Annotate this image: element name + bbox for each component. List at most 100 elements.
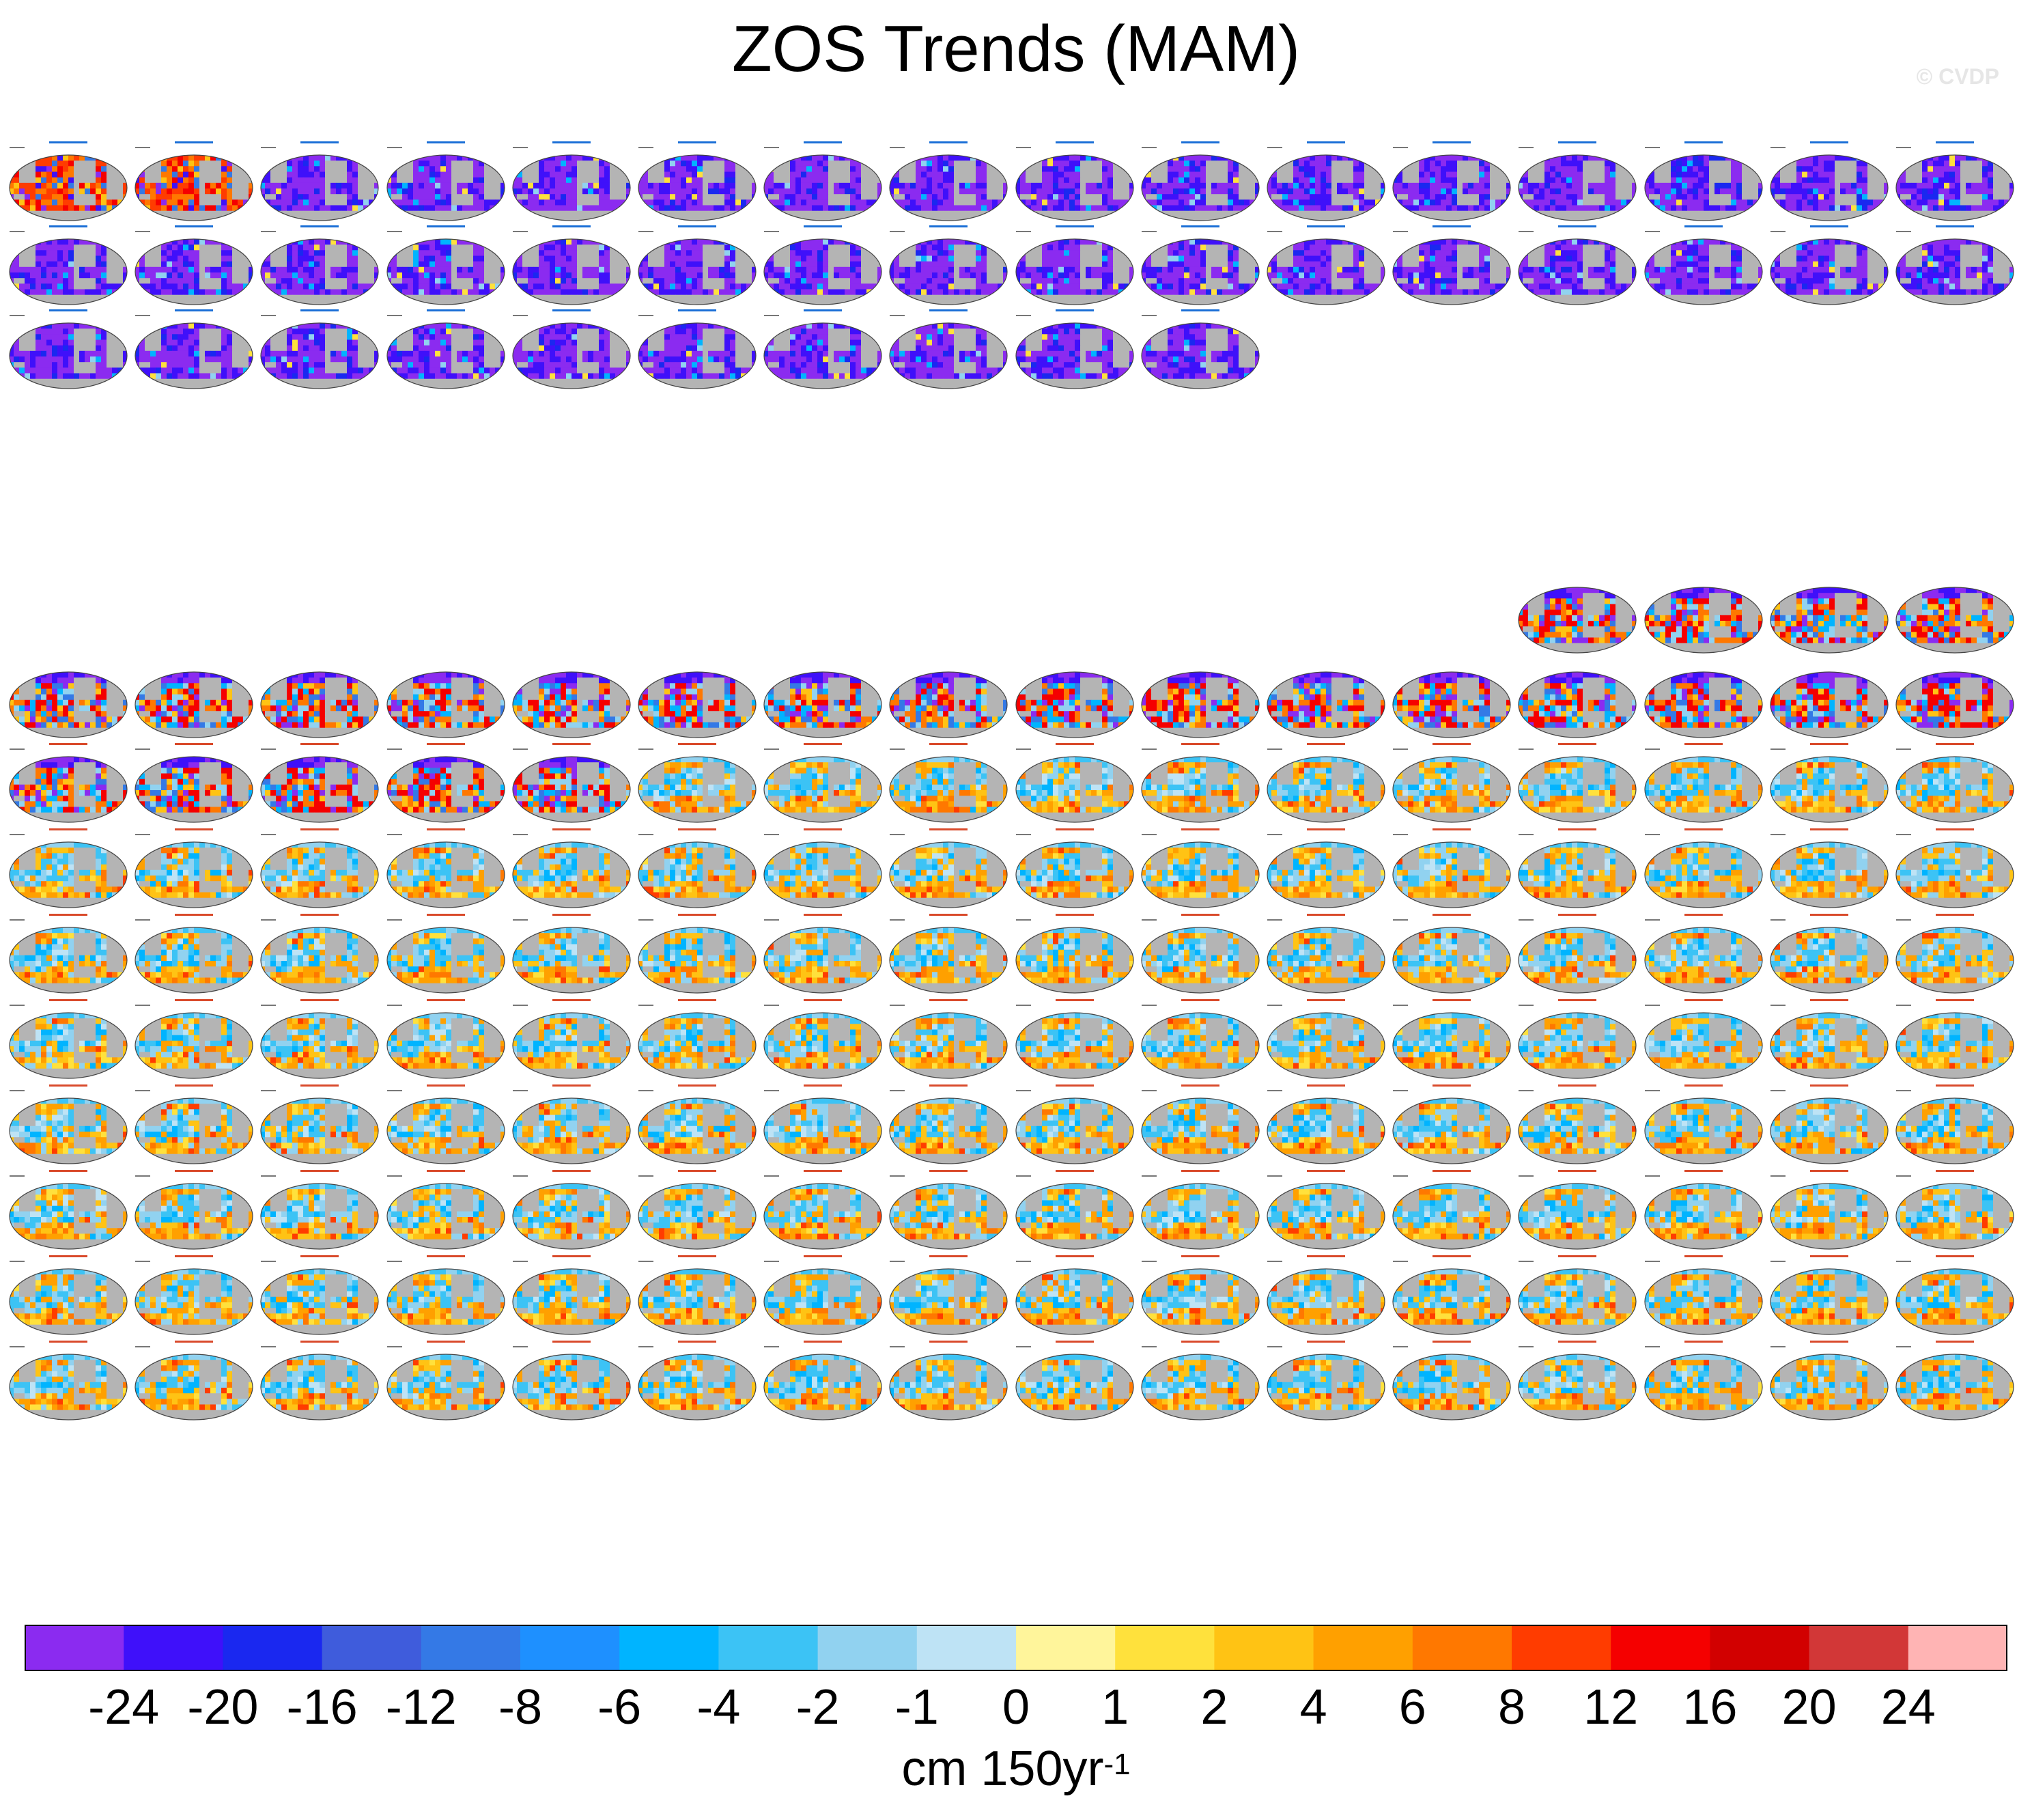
map-panel [1141, 309, 1260, 389]
map-panel [135, 914, 253, 994]
map-panel [260, 999, 379, 1079]
map-panel [9, 1255, 128, 1335]
map-panel [1141, 141, 1260, 221]
figure-title: ZOS Trends (MAM) [0, 8, 2032, 90]
map-panel [889, 1170, 1008, 1250]
map-panel [1518, 1341, 1637, 1420]
map-panel [135, 828, 253, 908]
map-panel [1643, 225, 1763, 305]
map-panel [889, 309, 1008, 389]
map-panel [1015, 1084, 1134, 1164]
colorbar-tick-label: 6 [1399, 1673, 1426, 1741]
map-panel [260, 828, 379, 908]
map-panel [135, 1084, 253, 1164]
colorbar-swatch [1214, 1625, 1314, 1671]
map-panel [386, 914, 505, 994]
map-panel [1770, 1341, 1889, 1420]
colorbar-tick-label: 4 [1300, 1673, 1327, 1741]
map-panel [889, 743, 1008, 823]
map-panel [386, 743, 505, 823]
map-panel [1392, 225, 1511, 305]
colorbar-tick-label: -2 [796, 1673, 840, 1741]
colorbar-swatch [1908, 1625, 2007, 1671]
map-panel [135, 1341, 253, 1420]
map-panel [1392, 743, 1511, 823]
map-panel [638, 141, 757, 221]
map-panel [1141, 1341, 1260, 1420]
map-panel [638, 671, 757, 738]
map-panel [763, 1084, 882, 1164]
map-panel [1770, 999, 1889, 1079]
map-panel [763, 309, 882, 389]
map-panel [1518, 225, 1637, 305]
colorbar-swatch [1710, 1625, 1810, 1671]
colorbar-tick-label: -12 [386, 1673, 457, 1741]
map-panel [1141, 225, 1260, 305]
map-panel [512, 743, 631, 823]
map-panel [135, 1255, 253, 1335]
map-panel [1392, 828, 1511, 908]
colorbar-tick-label: 0 [1002, 1673, 1030, 1741]
map-panel [1392, 1084, 1511, 1164]
map-panel [386, 1341, 505, 1420]
map-panel [889, 1084, 1008, 1164]
colorbar-tick-labels: -24 -20 -16 -12 -8 -6 -4 -2 -1 0 1 2 4 6 8 12 16 20 24 [0, 1673, 2032, 1741]
colorbar-tick-label: 1 [1101, 1673, 1129, 1741]
map-panel [1770, 828, 1889, 908]
map-panel [1518, 914, 1637, 994]
map-panel [1267, 743, 1385, 823]
map-panel [1141, 914, 1260, 994]
map-panel [1770, 587, 1889, 654]
map-panel [638, 999, 757, 1079]
map-panel [135, 225, 253, 305]
map-panel [1392, 1341, 1511, 1420]
colorbar-swatch [1512, 1625, 1611, 1671]
map-panel [386, 1170, 505, 1250]
map-panel [1015, 309, 1134, 389]
colorbar-units: cm 150yr-1 [0, 1735, 2032, 1803]
map-panel [1643, 743, 1763, 823]
map-panel [1015, 141, 1134, 221]
map-panel [135, 743, 253, 823]
map-panel [1392, 999, 1511, 1079]
colorbar-swatch [916, 1625, 1017, 1671]
map-panel [9, 141, 128, 221]
map-panel [1643, 141, 1763, 221]
colorbar-swatch [1809, 1625, 1909, 1671]
map-panel [1518, 1084, 1637, 1164]
map-panel [763, 743, 882, 823]
map-panel [1518, 141, 1637, 221]
map-panel [512, 914, 631, 994]
map-panel [1015, 999, 1134, 1079]
map-panel [763, 671, 882, 738]
colorbar-swatch [223, 1625, 323, 1671]
map-panel [260, 914, 379, 994]
map-panel [638, 1255, 757, 1335]
map-panel [1643, 1170, 1763, 1250]
map-panel [889, 914, 1008, 994]
map-panel [763, 141, 882, 221]
map-panel [763, 999, 882, 1079]
map-panel [1518, 671, 1637, 738]
colorbar-swatch [421, 1625, 521, 1671]
map-panel [638, 309, 757, 389]
colorbar-tick-label: 24 [1881, 1673, 1936, 1741]
map-panel [386, 1084, 505, 1164]
map-panel [889, 671, 1008, 738]
map-panel [135, 141, 253, 221]
map-panel [260, 1341, 379, 1420]
map-panel [638, 225, 757, 305]
map-panel [1643, 999, 1763, 1079]
map-panel [1015, 225, 1134, 305]
map-panel [135, 671, 253, 738]
map-panel [1141, 671, 1260, 738]
colorbar-swatch [1412, 1625, 1512, 1671]
map-panel [1518, 743, 1637, 823]
map-panel [1267, 1084, 1385, 1164]
map-panel [135, 999, 253, 1079]
map-panel [386, 999, 505, 1079]
map-panel [1770, 225, 1889, 305]
map-panel [1770, 1255, 1889, 1335]
map-panel [1015, 743, 1134, 823]
map-panel [1141, 743, 1260, 823]
